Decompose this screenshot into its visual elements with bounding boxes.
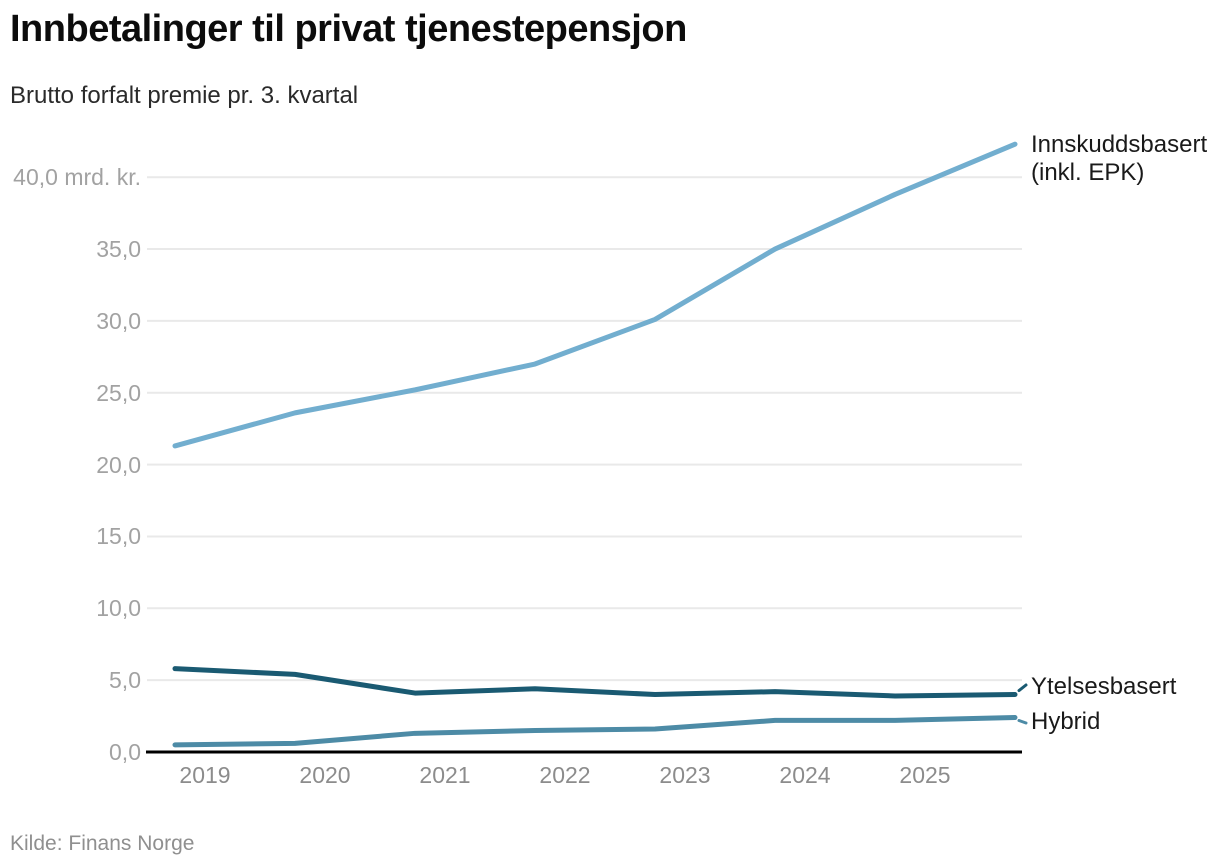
y-tick-label: 40,0 mrd. kr. — [13, 164, 141, 191]
y-tick-label: 15,0 — [96, 523, 141, 550]
y-tick-label: 20,0 — [96, 451, 141, 478]
x-tick-label: 2021 — [419, 762, 471, 788]
y-tick-label: 5,0 — [109, 667, 141, 694]
legend-leader-line — [1017, 719, 1028, 725]
legend-leader-line — [1017, 683, 1028, 693]
legend-label-ytelsesbasert: Ytelsesbasert — [1031, 673, 1177, 700]
x-tick-label: 2019 — [179, 762, 231, 788]
x-tick-label: 2023 — [659, 762, 711, 788]
series-line-hybrid — [172, 715, 1018, 748]
y-tick-label: 35,0 — [96, 236, 141, 263]
x-tick-label: 2020 — [299, 762, 351, 788]
y-tick-label: 0,0 — [109, 739, 141, 765]
chart-title: Innbetalinger til privat tjenestepensjon — [10, 8, 687, 50]
y-tick-label: 30,0 — [96, 307, 141, 334]
x-tick-label: 2024 — [779, 762, 831, 788]
x-tick-label: 2025 — [899, 762, 951, 788]
series-line-innskuddsbasert-inkl-epk — [172, 141, 1018, 449]
legend-label-hybrid: Hybrid — [1031, 708, 1101, 735]
legend-label-innskuddsbasert: Innskuddsbasert (inkl. EPK) — [1031, 131, 1208, 186]
series-line-ytelsesbasert — [172, 666, 1018, 699]
chart-subtitle: Brutto forfalt premie pr. 3. kvartal — [10, 82, 359, 109]
x-tick-label: 2022 — [539, 762, 591, 788]
source-caption: Kilde: Finans Norge — [10, 832, 195, 855]
y-tick-label: 25,0 — [96, 379, 141, 406]
y-tick-label: 10,0 — [96, 595, 141, 622]
